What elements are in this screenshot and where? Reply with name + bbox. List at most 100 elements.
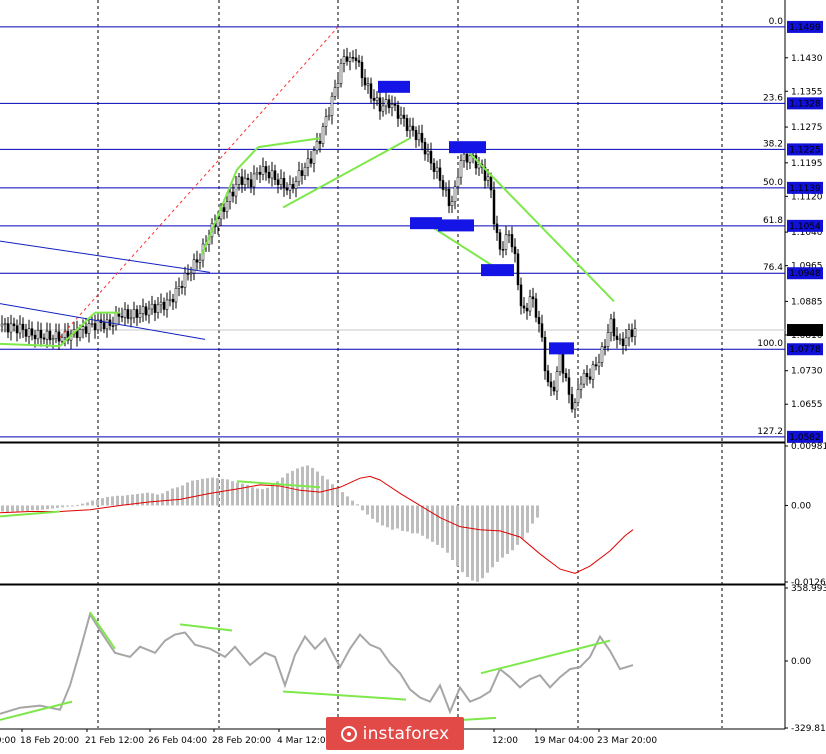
candle-body bbox=[84, 326, 88, 334]
candle-body bbox=[111, 325, 115, 327]
candle-body bbox=[240, 176, 244, 185]
candle-body bbox=[138, 313, 142, 318]
candle-body bbox=[447, 188, 451, 206]
candle-body bbox=[375, 97, 379, 101]
x-axis-label-3: 26 Feb 04:00 bbox=[148, 736, 207, 746]
macd-bar bbox=[161, 493, 164, 506]
candle-body bbox=[9, 323, 13, 333]
macd-bar bbox=[166, 490, 169, 506]
macd-bar bbox=[351, 500, 354, 506]
macd-bar bbox=[491, 505, 494, 568]
fib-level-label-3: 50.0 bbox=[763, 178, 783, 188]
fib-price-label-1: 1.1328 bbox=[789, 99, 821, 109]
candle-body bbox=[339, 63, 343, 84]
candle-body bbox=[381, 105, 385, 112]
candle-body bbox=[225, 201, 229, 212]
fib-price-label-4: 1.1054 bbox=[789, 222, 821, 232]
candle-body bbox=[588, 376, 592, 380]
candle-body bbox=[579, 383, 583, 390]
macd-bar bbox=[386, 505, 389, 528]
macd-bar bbox=[251, 487, 254, 506]
macd-bar bbox=[526, 505, 529, 533]
macd-bar bbox=[366, 505, 369, 515]
candle-body bbox=[414, 130, 418, 141]
macd-bar bbox=[516, 505, 519, 545]
candle-body bbox=[129, 317, 133, 320]
candle-body bbox=[477, 164, 481, 169]
candle-body bbox=[192, 259, 196, 274]
macd-bar bbox=[61, 505, 64, 508]
macd-bar bbox=[431, 505, 434, 542]
candle-body bbox=[249, 179, 253, 188]
macd-bar bbox=[101, 498, 104, 506]
macd-bar bbox=[246, 484, 249, 506]
fib-price-box-3 bbox=[787, 181, 823, 194]
candle-body bbox=[438, 167, 442, 181]
candle-body bbox=[390, 103, 394, 109]
candle-body bbox=[270, 170, 274, 179]
x-axis-label-6: 12:00 bbox=[492, 736, 518, 746]
fib-level-label-5: 76.4 bbox=[763, 263, 783, 273]
fib-price-label-3: 1.1139 bbox=[789, 184, 821, 194]
candle-body bbox=[198, 259, 202, 263]
candle-body bbox=[48, 330, 52, 341]
macd-bar bbox=[481, 505, 484, 579]
candle-body bbox=[405, 118, 409, 131]
macd-bar bbox=[361, 505, 364, 511]
candle-body bbox=[621, 338, 625, 346]
macd-bar bbox=[231, 481, 234, 506]
candle-body bbox=[21, 323, 25, 330]
price-axis-tick-4: 1.1120 bbox=[791, 192, 823, 202]
candle-body bbox=[228, 191, 232, 202]
candle-body bbox=[486, 176, 490, 181]
price-axis-tick-5: 1.1040 bbox=[791, 228, 823, 238]
macd-bar bbox=[371, 505, 374, 519]
candle-body bbox=[420, 132, 424, 143]
candle-body bbox=[552, 386, 556, 392]
candle-body bbox=[402, 114, 406, 119]
candle-body bbox=[549, 381, 553, 388]
macd-bar bbox=[181, 485, 184, 506]
candle-body bbox=[123, 309, 127, 318]
candle-body bbox=[354, 57, 358, 61]
macd-bar bbox=[471, 505, 474, 581]
candle-body bbox=[591, 364, 595, 380]
candle-body bbox=[618, 338, 622, 341]
candle-body bbox=[333, 87, 337, 97]
candle-body bbox=[294, 181, 298, 189]
candle-body bbox=[426, 151, 430, 155]
candle-body bbox=[528, 296, 532, 312]
candle-body bbox=[516, 253, 520, 286]
candle-body bbox=[57, 331, 61, 342]
fib-price-box-0 bbox=[787, 20, 823, 33]
candle-body bbox=[519, 284, 523, 307]
macd-bar bbox=[46, 505, 49, 510]
macd-bar bbox=[236, 482, 239, 506]
macd-bar bbox=[111, 496, 114, 506]
macd-bar bbox=[266, 487, 269, 506]
current-price-box bbox=[787, 324, 823, 337]
macd-bar bbox=[321, 475, 324, 506]
candle-body bbox=[252, 173, 256, 188]
candle-body bbox=[396, 105, 400, 119]
macd-bar bbox=[81, 503, 84, 506]
instaforex-logo: instaforex bbox=[326, 717, 464, 750]
macd-bar bbox=[466, 505, 469, 577]
trend-line-green-8 bbox=[425, 222, 497, 269]
macd-bar bbox=[241, 483, 244, 506]
candle-body bbox=[90, 323, 94, 325]
macd-bar bbox=[521, 505, 524, 539]
candle-body bbox=[144, 306, 148, 316]
candle-body bbox=[597, 362, 601, 367]
osc-divergence-line-1 bbox=[89, 611, 116, 650]
macd-axis-tick-0: 0.00981 bbox=[791, 442, 826, 452]
candle-body bbox=[264, 166, 268, 173]
osc-divergence-line-3 bbox=[282, 690, 407, 701]
macd-bar bbox=[186, 482, 189, 506]
price-axis-tick-10: 1.0655 bbox=[791, 400, 823, 410]
macd-bar bbox=[1, 505, 4, 512]
macd-bar bbox=[476, 505, 479, 582]
candle-body bbox=[573, 402, 577, 410]
candle-body bbox=[78, 329, 82, 338]
